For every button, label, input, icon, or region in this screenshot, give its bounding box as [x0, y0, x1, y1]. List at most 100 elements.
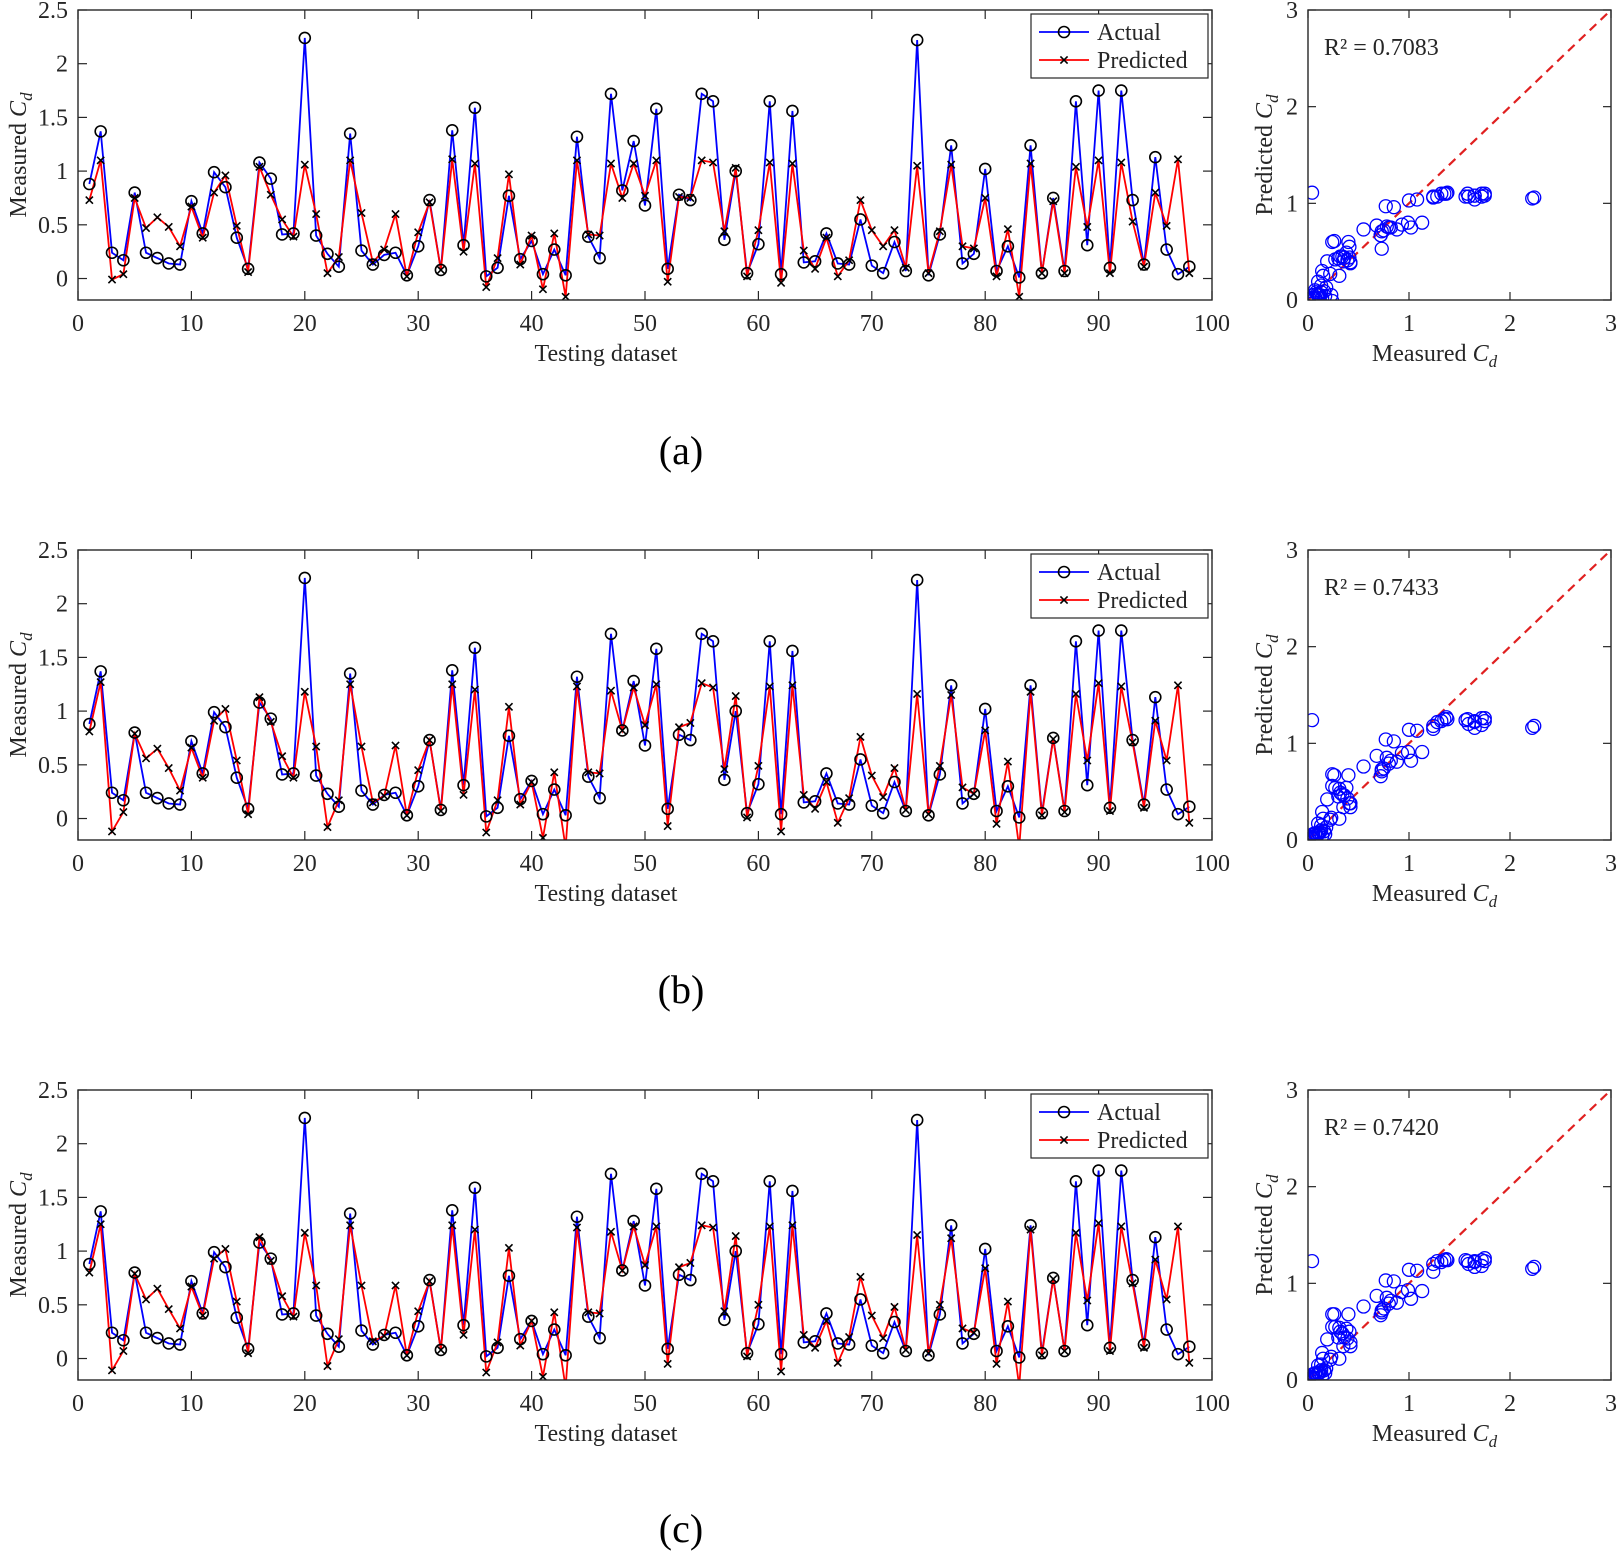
predicted-marker [981, 726, 990, 735]
predicted-marker [414, 1307, 423, 1316]
actual-marker [1012, 1351, 1026, 1364]
predicted-marker [1026, 1225, 1035, 1234]
actual-marker [117, 253, 130, 267]
actual-marker [343, 667, 357, 680]
predicted-marker [822, 1316, 831, 1326]
actual-marker [763, 94, 777, 108]
scatter-point [1323, 812, 1338, 827]
x-axis-label-symbol: C [1473, 1421, 1490, 1447]
x-axis-label: Testing dataset [535, 881, 678, 907]
y-tick-label: 0 [56, 807, 68, 833]
actual-marker [264, 172, 278, 185]
actual-marker [774, 267, 788, 281]
plot-frame [77, 1089, 1213, 1381]
actual-marker [910, 573, 924, 587]
legend-predicted-marker [1059, 1135, 1069, 1145]
predicted-marker [890, 763, 899, 773]
y-axis-label-text: Predicted [1252, 659, 1278, 756]
actual-marker [933, 1308, 947, 1321]
predicted-marker [1151, 716, 1160, 725]
predicted-marker [357, 742, 366, 751]
actual-marker [650, 102, 663, 116]
actual-marker [808, 255, 822, 268]
actual-marker [287, 227, 300, 240]
predicted-marker [652, 680, 661, 689]
x-tick-label: 40 [520, 1391, 544, 1417]
scatter-point [1381, 1296, 1396, 1311]
predicted-marker [844, 1332, 854, 1342]
actual-marker [888, 775, 901, 789]
predicted-marker [289, 773, 298, 782]
line-chart-b: 0 10 20 30 40 50 60 70 80 90 100 0 0.5 1 1.5 2 2.5 Testin… [6, 538, 1230, 907]
x-axis-label: Measured Cd [1372, 881, 1498, 911]
predicted-marker [323, 822, 332, 832]
predicted-marker [1094, 1219, 1103, 1228]
predicted-marker [958, 1324, 967, 1333]
predicted-marker [833, 818, 842, 827]
predicted-marker [232, 221, 241, 231]
actual-marker [876, 1346, 890, 1360]
predicted-marker [538, 285, 548, 294]
scatter-point [1308, 296, 1317, 300]
actual-marker [230, 231, 244, 245]
predicted-marker [1026, 159, 1035, 168]
x-tick-label: 90 [1087, 851, 1111, 877]
actual-marker [729, 704, 743, 718]
predicted-marker [981, 1264, 990, 1273]
scatter-frame [1307, 549, 1612, 841]
predicted-marker [527, 777, 536, 787]
actual-marker [445, 1203, 459, 1217]
predicted-marker [482, 282, 491, 292]
predicted-marker [765, 682, 774, 691]
actual-marker [729, 164, 743, 178]
y-axis-label-subscript: d [1263, 1174, 1282, 1183]
scatter-point [1477, 1253, 1492, 1269]
actual-marker [1080, 778, 1094, 792]
predicted-marker [799, 246, 808, 255]
predicted-marker [380, 1331, 389, 1341]
r2-label: R² = 0.7420 [1324, 1115, 1439, 1141]
predicted-marker [1151, 1255, 1160, 1264]
scatter-point [1440, 1252, 1455, 1268]
predicted-marker [516, 800, 525, 809]
predicted-marker [414, 228, 423, 237]
predicted-marker [697, 679, 706, 688]
actual-marker [230, 771, 244, 785]
predicted-marker [878, 1333, 888, 1343]
scatter-point [1458, 189, 1473, 204]
predicted-marker [187, 743, 196, 752]
scatter-point [1356, 222, 1371, 237]
actual-marker [219, 720, 232, 734]
scatter-point [1467, 713, 1482, 729]
predicted-marker [935, 761, 945, 771]
scatter-point [1394, 1284, 1410, 1300]
predicted-marker [833, 272, 842, 281]
predicted-marker [1071, 689, 1081, 699]
actual-marker [786, 644, 799, 658]
predicted-marker [561, 292, 570, 300]
actual-marker [151, 791, 164, 805]
predicted-marker [289, 232, 298, 241]
actual-marker [1149, 150, 1162, 164]
predicted-marker [901, 1345, 910, 1355]
x-tick-label: 1 [1403, 311, 1415, 337]
actual-marker [740, 1346, 754, 1360]
actual-marker [1137, 1338, 1151, 1351]
actual-marker [1058, 1344, 1071, 1358]
actual-marker [423, 1273, 436, 1287]
predicted-marker [810, 1343, 820, 1352]
predicted-marker [538, 833, 548, 840]
x-tick-label: 100 [1194, 1391, 1230, 1417]
scatter-point [1439, 710, 1454, 725]
actual-marker [1069, 634, 1083, 648]
scatter-point [1376, 761, 1391, 776]
predicted-line [88, 1223, 1191, 1380]
actual-marker [547, 243, 561, 256]
actual-marker [718, 773, 731, 787]
predicted-marker [720, 764, 729, 774]
scatter-point [1308, 185, 1320, 200]
actual-marker [400, 268, 414, 282]
predicted-marker [776, 827, 786, 836]
